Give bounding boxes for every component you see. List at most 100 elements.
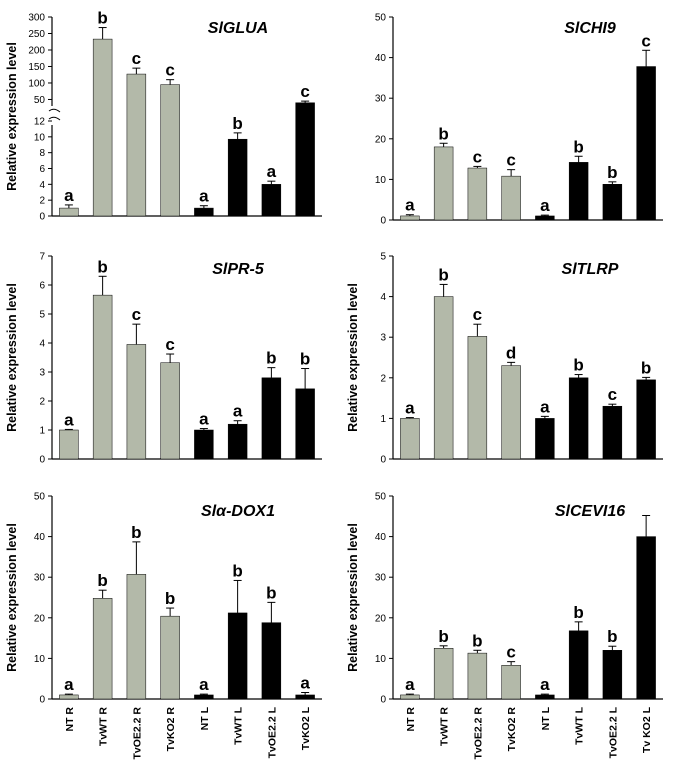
- x-tick-label: TvOE2.2 L: [266, 706, 278, 758]
- bar-6: [568, 162, 589, 221]
- y-tick-label: 30: [375, 573, 387, 584]
- bar-3: [467, 652, 488, 700]
- y-tick-label: 20: [375, 613, 387, 624]
- significance-label: c: [506, 151, 515, 170]
- y-tick-label: 0: [380, 455, 386, 466]
- y-tick-label: 0: [39, 212, 45, 223]
- x-tick-label: NT R: [64, 707, 76, 732]
- significance-label: a: [199, 410, 209, 429]
- significance-label: a: [64, 410, 74, 429]
- y-tick-label: 40: [375, 532, 387, 543]
- y-axis-label: Relative expression level: [346, 523, 360, 672]
- significance-label: a: [300, 674, 310, 693]
- bar-8: [295, 388, 315, 460]
- bar-6: [568, 630, 589, 700]
- bar-1: [59, 429, 79, 460]
- bar-8: [295, 694, 315, 700]
- significance-label: b: [97, 9, 107, 28]
- chart-title: SlPR-5: [212, 261, 265, 278]
- chart-title: SlGLUA: [208, 20, 268, 37]
- significance-label: b: [97, 571, 107, 590]
- x-tick-label: Tv KO2 L: [641, 706, 653, 753]
- x-tick-label: TvKO2 R: [165, 707, 177, 752]
- bar-2: [92, 38, 113, 217]
- bar-2: [433, 146, 454, 221]
- y-tick-label: 6: [39, 164, 45, 175]
- significance-label: c: [608, 385, 617, 404]
- significance-label: b: [472, 631, 482, 650]
- significance-label: b: [438, 265, 448, 284]
- x-tick-label: NT L: [199, 706, 211, 730]
- y-tick-label: 3: [39, 368, 45, 379]
- x-tick-label: TvKO2 R: [506, 707, 518, 752]
- significance-label: a: [405, 399, 415, 418]
- bar-7: [602, 405, 623, 460]
- y-tick-label: 8: [39, 148, 45, 159]
- significance-label: a: [233, 402, 243, 421]
- significance-label: a: [267, 162, 277, 181]
- significance-label: c: [641, 31, 650, 50]
- y-axis-label: Relative expression level: [5, 523, 19, 672]
- y-tick-label: 40: [34, 532, 46, 543]
- panel-slpr-5: SlPR-5 Relative expression level 0 1 2 3 4 5 6 7 a…: [5, 252, 322, 466]
- bar-6: [568, 377, 589, 460]
- y-tick-label: 10: [375, 654, 387, 665]
- panel-sltlrp: SlTLRP Relative expression level 0 1 2 3 4 5 a b c…: [346, 252, 663, 466]
- x-tick-label: NT R: [405, 707, 417, 732]
- y-tick-label: 4: [39, 339, 45, 350]
- y-tick-label: 5: [39, 310, 45, 321]
- x-tick-label: TvWT L: [233, 706, 245, 744]
- chart-title: Slα-DOX1: [201, 503, 275, 520]
- bar-5: [194, 207, 214, 217]
- y-tick-label: 10: [34, 654, 46, 665]
- significance-label: b: [300, 350, 310, 369]
- y-tick-label: 50: [34, 95, 46, 106]
- bar-4: [501, 665, 521, 700]
- bar-7: [261, 377, 282, 460]
- bar-6: [227, 423, 248, 460]
- significance-label: b: [573, 137, 583, 156]
- bar-4: [160, 84, 180, 217]
- panel-sl-dox1: Slα-DOX1 Relative expression level 0 10 20 30…: [5, 492, 322, 760]
- bar-7: [602, 184, 623, 221]
- x-tick-label: TvKO2 L: [300, 706, 312, 750]
- significance-label: b: [573, 356, 583, 375]
- y-tick-label: 6: [39, 281, 45, 292]
- bar-7: [261, 184, 282, 217]
- significance-label: b: [573, 603, 583, 622]
- y-tick-label: 0: [39, 695, 45, 706]
- y-tick-label: 300: [28, 13, 45, 24]
- bar-2: [92, 294, 113, 460]
- y-axis-label: Relative expression level: [5, 283, 19, 432]
- y-axis-label: Relative expression level: [5, 42, 19, 191]
- bar-7: [602, 650, 623, 700]
- x-tick-label: TvOE2.2 R: [472, 707, 484, 760]
- significance-label: a: [405, 675, 415, 694]
- bar-8: [636, 66, 656, 221]
- y-tick-label: 1: [380, 414, 386, 425]
- significance-label: c: [300, 82, 309, 101]
- axis-break-mark: [48, 116, 61, 121]
- significance-label: a: [199, 187, 209, 206]
- y-axis-label: Relative expression level: [346, 283, 360, 432]
- bar-3: [126, 73, 147, 217]
- bar-7: [261, 622, 282, 700]
- bar-8: [636, 536, 656, 700]
- y-tick-label: 1: [39, 426, 45, 437]
- bar-5: [535, 694, 555, 700]
- y-tick-label: 4: [39, 180, 45, 191]
- bar-4: [501, 175, 521, 221]
- bar-3: [126, 344, 147, 460]
- x-tick-label: NT L: [540, 706, 552, 730]
- y-tick-label: 2: [39, 397, 45, 408]
- y-tick-label: 50: [34, 492, 46, 503]
- bar-5: [535, 215, 555, 221]
- y-tick-label: 10: [34, 132, 46, 143]
- bar-6: [227, 138, 248, 217]
- significance-label: a: [405, 196, 415, 215]
- y-tick-label: 250: [28, 29, 45, 40]
- bar-8: [636, 379, 656, 460]
- significance-label: b: [607, 163, 617, 182]
- y-tick-label: 0: [39, 455, 45, 466]
